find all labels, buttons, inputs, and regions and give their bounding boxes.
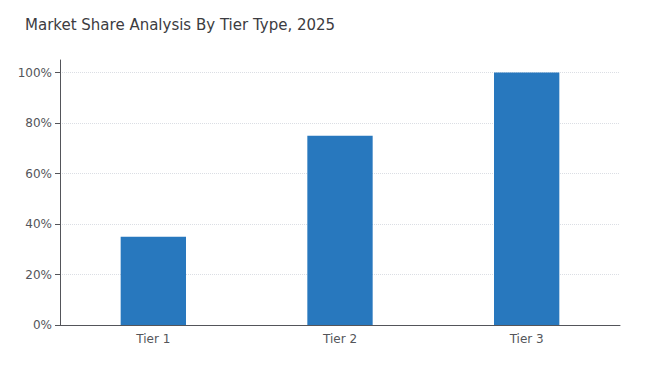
svg-text:Tier 2: Tier 2 bbox=[322, 332, 357, 346]
svg-text:80%: 80% bbox=[25, 116, 52, 130]
svg-text:0%: 0% bbox=[33, 318, 52, 332]
svg-text:100%: 100% bbox=[18, 66, 52, 80]
svg-text:Market Share Analysis By Tier: Market Share Analysis By Tier Type, 2025 bbox=[25, 16, 335, 34]
svg-text:20%: 20% bbox=[25, 268, 52, 282]
svg-text:Tier 1: Tier 1 bbox=[135, 332, 170, 346]
svg-text:60%: 60% bbox=[25, 167, 52, 181]
svg-text:Tier 3: Tier 3 bbox=[509, 332, 544, 346]
svg-text:40%: 40% bbox=[25, 217, 52, 231]
